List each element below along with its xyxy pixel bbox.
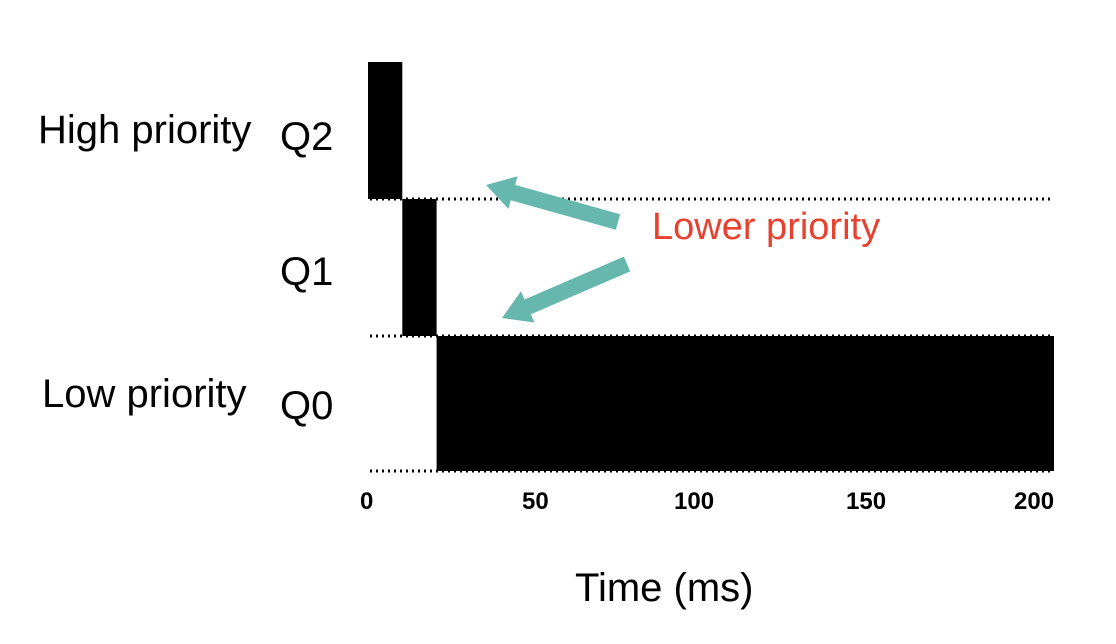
bar-q0 — [436, 336, 1055, 471]
bar-q2 — [368, 62, 403, 199]
arrow-to-q2-icon-shape — [486, 176, 621, 230]
x-tick-label: 0 — [360, 488, 374, 515]
queue-label-q0: Q0 — [280, 384, 334, 428]
low-priority-label: Low priority — [42, 372, 247, 416]
bar-q1 — [402, 199, 437, 336]
x-axis-title: Time (ms) — [575, 566, 754, 610]
arrow-to-q1-icon — [502, 256, 631, 323]
arrow-to-q2-icon — [486, 176, 621, 230]
queue-label-q2: Q2 — [280, 115, 334, 159]
x-tick-label: 50 — [522, 488, 549, 515]
x-tick-label: 200 — [1014, 488, 1055, 515]
x-tick-label: 100 — [674, 488, 715, 515]
x-tick-label: 150 — [846, 488, 887, 515]
arrow-to-q1-icon-shape — [502, 256, 631, 323]
lower-priority-annotation: Lower priority — [652, 206, 881, 248]
queue-label-q1: Q1 — [280, 250, 334, 294]
high-priority-label: High priority — [38, 108, 252, 152]
